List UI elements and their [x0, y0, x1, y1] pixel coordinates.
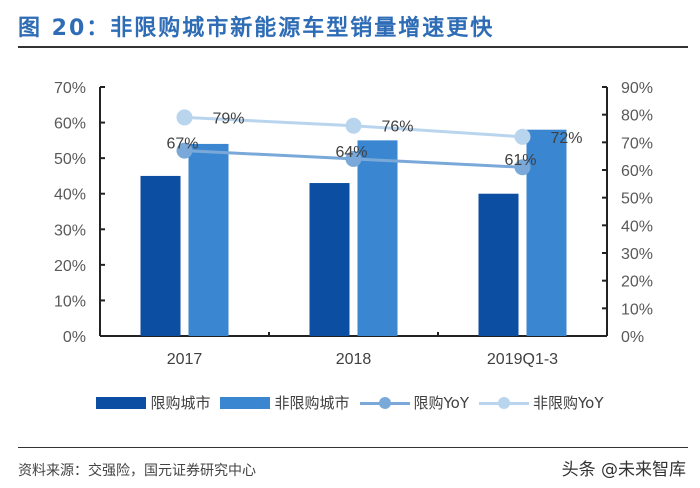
right-tick-label: 50%	[621, 191, 653, 208]
legend-label: 限购YoY	[413, 394, 470, 412]
right-tick-label: 70%	[621, 135, 653, 152]
bar-non-restricted	[188, 143, 229, 336]
line-marker	[176, 109, 193, 126]
category-label: 2018	[336, 351, 372, 368]
right-tick-label: 90%	[621, 80, 653, 97]
left-tick-label: 40%	[54, 187, 86, 204]
left-tick-label: 0%	[63, 329, 86, 346]
line-marker	[514, 159, 531, 176]
bar-restricted	[140, 175, 181, 336]
legend-item-non-restricted-yoy: 非限购YoY	[479, 392, 604, 413]
line-marker	[176, 142, 193, 159]
legend-item-restricted: 限购城市	[96, 392, 210, 413]
right-tick-label: 20%	[621, 274, 653, 291]
legend-swatch-line-marker-icon	[479, 396, 530, 409]
legend: 限购城市 非限购城市 限购YoY 非限购YoY	[0, 392, 700, 413]
legend-item-restricted-yoy: 限购YoY	[359, 392, 470, 413]
left-tick-label: 60%	[54, 116, 86, 133]
right-tick-label: 60%	[621, 163, 653, 180]
title-divider	[18, 46, 688, 48]
bar-restricted	[309, 183, 350, 336]
data-label: 67%	[166, 136, 198, 153]
left-tick-label: 30%	[54, 222, 86, 239]
right-tick-label: 40%	[621, 218, 653, 235]
data-label: 72%	[550, 130, 582, 147]
data-label: 76%	[381, 119, 413, 136]
chart-area: 0% 10% 20% 30% 40% 50% 60% 70% 0% 10% 20% 30% 40% 50%…	[54, 80, 653, 368]
data-label: 79%	[212, 110, 244, 127]
left-tick-label: 20%	[54, 258, 86, 275]
left-tick-label: 50%	[54, 151, 86, 168]
data-label: 61%	[504, 152, 536, 169]
watermark: 头条 @未来智库	[561, 460, 686, 480]
line-marker	[345, 150, 362, 167]
data-label: 64%	[335, 144, 367, 161]
bar-non-restricted	[357, 140, 398, 336]
legend-swatch-bar-dark	[96, 396, 147, 409]
legend-item-non-restricted: 非限购城市	[220, 392, 350, 413]
right-tick-label: 0%	[621, 329, 644, 346]
right-tick-label: 80%	[621, 108, 653, 125]
category-label: 2017	[167, 351, 203, 368]
left-tick-label: 70%	[54, 80, 86, 97]
footer-divider	[18, 447, 688, 448]
legend-label: 非限购YoY	[533, 394, 604, 412]
legend-label: 限购城市	[150, 394, 211, 412]
left-tick-label: 10%	[54, 293, 86, 310]
right-tick-label: 10%	[621, 301, 653, 318]
figure-title: 图 20：非限购城市新能源车型销量增速更快	[18, 16, 495, 41]
right-tick-label: 30%	[621, 246, 653, 263]
line-marker	[345, 117, 362, 134]
legend-swatch-bar-light	[220, 396, 271, 409]
source-note: 资料来源：交强险，国元证券研究中心	[18, 463, 256, 479]
category-label: 2019Q1-3	[487, 351, 558, 368]
line-marker	[514, 128, 531, 145]
legend-label: 非限购城市	[274, 394, 350, 412]
bar-non-restricted	[526, 129, 567, 336]
legend-swatch-line-marker-icon	[359, 396, 410, 409]
bar-restricted	[478, 193, 519, 336]
